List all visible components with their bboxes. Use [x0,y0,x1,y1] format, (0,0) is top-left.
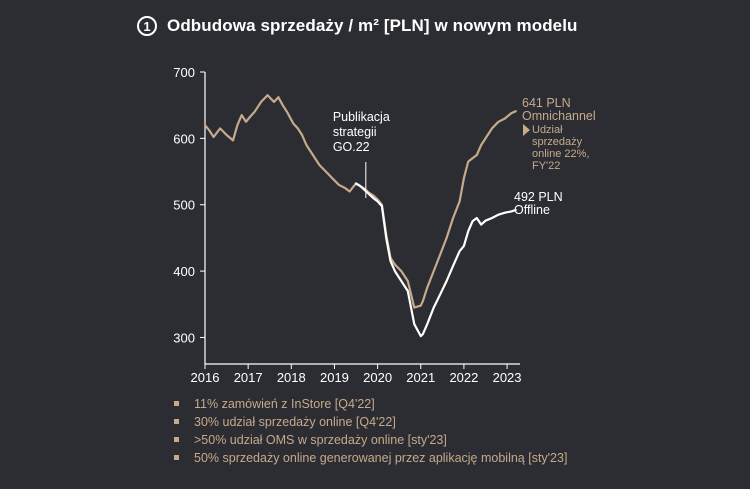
omnichannel-note-text: online 22%, [532,148,590,160]
offline-line [354,182,517,338]
x-tick-label: 2022 [449,370,478,385]
y-tick-label: 500 [173,198,195,213]
omnichannel-note-text: sprzedaży [532,136,583,148]
bullet-item-mobile-app: 50% sprzedaży online generowanej przez a… [172,450,594,467]
omnichannel-value-label: 641 PLN [522,96,571,110]
offline-series-label: Offline [514,203,550,217]
omnichannel-note-text: Udział [532,124,563,136]
x-tick-label: 2017 [234,370,263,385]
kpi-bullet-list: 11% zamówień z InStore [Q4'22] 30% udzia… [172,396,594,468]
bullet-item-instore: 11% zamówień z InStore [Q4'22] [172,396,594,413]
strategy-annotation-text: Publikacja [333,110,390,124]
chart-title: Odbudowa sprzedaży / m² [PLN] w nowym mo… [167,16,578,35]
step-number-badge: 1 [137,16,157,36]
strategy-annotation-text: GO.22 [333,140,370,154]
bullet-item-online-share: 30% udział sprzedaży online [Q4'22] [172,414,594,431]
chart-header: 1 Odbudowa sprzedaży / m² [PLN] w nowym … [137,16,578,36]
x-tick-label: 2020 [363,370,392,385]
y-tick-label: 300 [173,330,195,345]
strategy-annotation-text: strategii [333,125,377,139]
x-tick-label: 2023 [493,370,522,385]
bullet-item-oms-share: >50% udział OMS w sprzedaży online [sty'… [172,432,594,449]
omnichannel-series-label: Omnichannel [522,109,596,123]
x-tick-label: 2019 [320,370,349,385]
omnichannel-note-text: FY'22 [532,160,560,172]
x-tick-label: 2018 [277,370,306,385]
y-tick-label: 600 [173,131,195,146]
x-tick-label: 2016 [191,370,220,385]
caret-right-icon [523,124,530,136]
x-tick-label: 2021 [406,370,435,385]
y-tick-label: 700 [173,65,195,80]
offline-value-label: 492 PLN [514,190,563,204]
sales-per-sqm-line-chart: 300 400 500 600 700 2016 2017 2018 2019 2020 2021 2… [173,65,596,385]
y-tick-label: 400 [173,264,195,279]
